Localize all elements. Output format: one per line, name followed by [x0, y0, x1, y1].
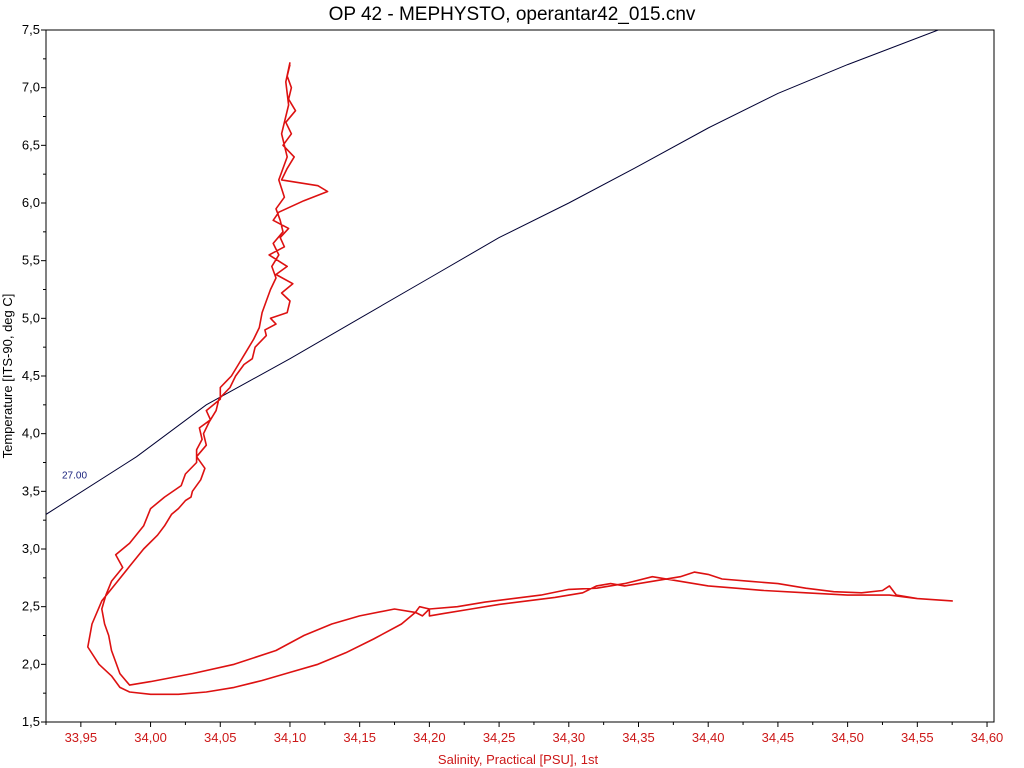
x-tick-label: 34,50 [831, 730, 864, 745]
y-tick-label: 1,5 [22, 714, 40, 729]
y-tick-label: 7,0 [22, 80, 40, 95]
y-tick-label: 5,5 [22, 253, 40, 268]
x-tick-label: 34,15 [343, 730, 376, 745]
chart-title: OP 42 - MEPHYSTO, operantar42_015.cnv [329, 4, 696, 25]
y-tick-label: 6,5 [22, 137, 40, 152]
y-tick-label: 3,5 [22, 483, 40, 498]
contour-labels: 27.00 [62, 470, 87, 481]
profile-series [87, 62, 954, 696]
x-tick-label: 34,20 [413, 730, 446, 745]
x-tick-label: 34,35 [622, 730, 655, 745]
density-contour-label: 27.00 [62, 470, 87, 481]
y-tick-label: 2,0 [22, 656, 40, 671]
y-tick-label: 4,0 [22, 426, 40, 441]
x-tick-label: 34,10 [274, 730, 307, 745]
y-axis-label: Temperature [ITS-90, deg C] [0, 294, 15, 459]
x-tick-label: 34,40 [692, 730, 725, 745]
x-tick-label: 34,05 [204, 730, 237, 745]
y-tick-label: 2,5 [22, 599, 40, 614]
y-tick-label: 5,0 [22, 310, 40, 325]
salinity-temperature-profile [87, 62, 954, 696]
y-tick-label: 7,5 [22, 22, 40, 37]
y-tick-label: 4,5 [22, 368, 40, 383]
density-contour-line [46, 30, 939, 515]
density-contours [46, 30, 939, 515]
x-tick-label: 33,95 [65, 730, 98, 745]
x-tick-label: 34,45 [762, 730, 795, 745]
y-tick-label: 6,0 [22, 195, 40, 210]
x-axis-label: Salinity, Practical [PSU], 1st [438, 752, 599, 767]
x-tick-label: 34,55 [901, 730, 934, 745]
x-tick-label: 34,00 [134, 730, 167, 745]
y-tick-label: 3,0 [22, 541, 40, 556]
x-tick-label: 34,25 [483, 730, 516, 745]
x-tick-label: 34,60 [971, 730, 1004, 745]
y-axis: 1,5 2,0 2,5 3,0 3,5 4,0 4,5 5,0 5,5 6,0 6,5 7,0 7,5 [22, 22, 46, 729]
x-axis: 33,95 34,00 34,05 34,10 34,15 34,20 34,25 34,30… [45, 722, 1004, 745]
x-tick-label: 34,30 [553, 730, 586, 745]
